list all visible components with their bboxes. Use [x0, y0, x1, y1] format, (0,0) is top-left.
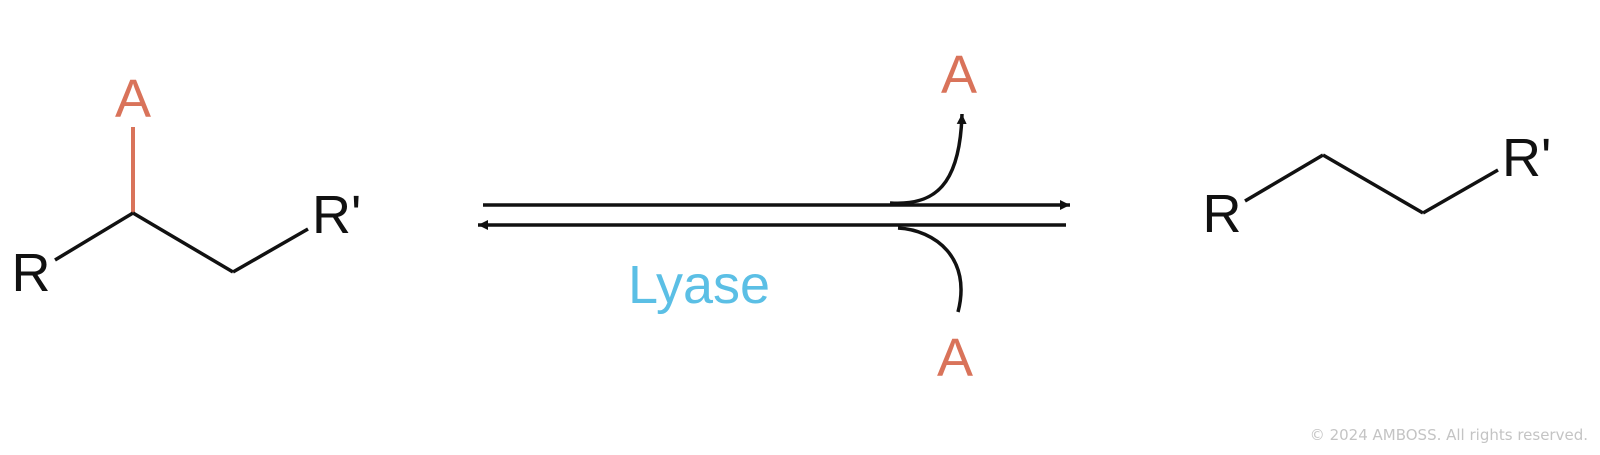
bond-c2-r-prime: [1422, 168, 1499, 215]
addition-curved-arrow: [897, 226, 963, 313]
bond-c1-c2: [132, 211, 234, 274]
bond-c2-r-prime: [232, 227, 309, 274]
enzyme-label: Lyase: [628, 255, 770, 315]
product-molecule: R R': [1203, 128, 1552, 244]
released-group-a: A: [941, 45, 977, 105]
release-curved-arrow: [889, 113, 967, 206]
product-substituent-r: R: [1203, 184, 1242, 244]
reactant-substituent-r: R: [12, 243, 51, 303]
reactant-group-a: A: [115, 69, 151, 129]
bond-r-c1: [54, 211, 134, 262]
added-group-a: A: [937, 328, 973, 388]
reactant-substituent-r-prime: R': [312, 185, 361, 245]
product-substituent-r-prime: R': [1502, 128, 1551, 188]
bond-r-c1: [1244, 153, 1324, 203]
bond-c1-c2: [1322, 153, 1424, 215]
reactant-molecule: A R R': [12, 69, 362, 303]
reaction-arrows: [478, 113, 1070, 313]
copyright-notice: © 2024 AMBOSS. All rights reserved.: [1310, 426, 1588, 444]
